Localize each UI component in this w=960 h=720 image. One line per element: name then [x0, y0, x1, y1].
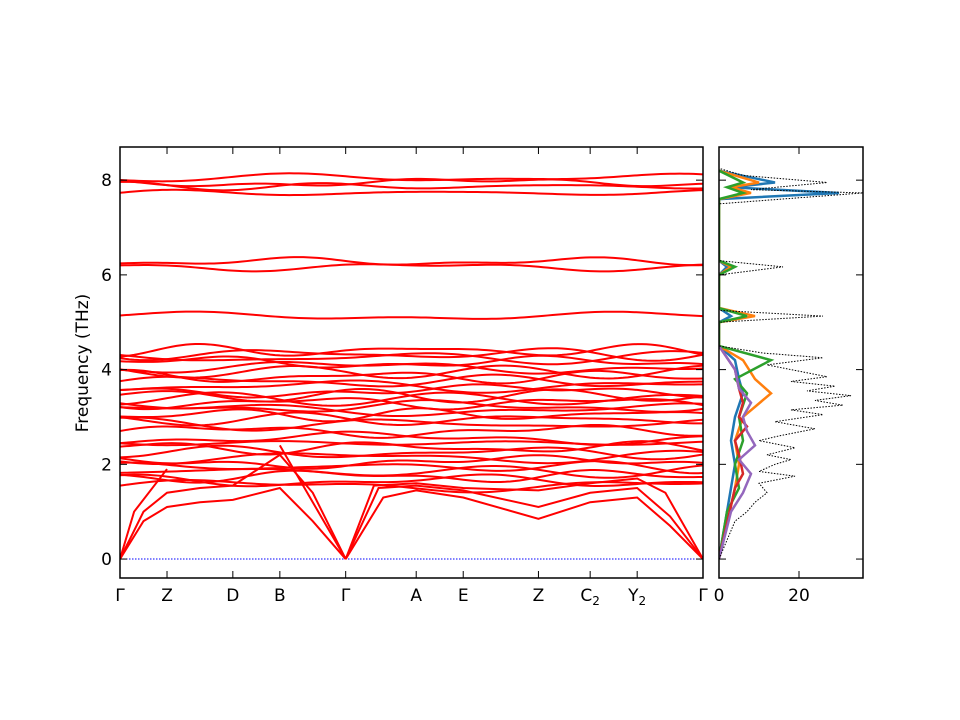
optical-branch: [120, 388, 703, 404]
optical-branch: [120, 172, 703, 183]
optical-branch: [120, 430, 703, 447]
acoustic-branch: [120, 468, 168, 560]
y-tick-label: 0: [101, 550, 112, 570]
optical-branch: [120, 383, 703, 399]
dos-axes-frame: [718, 146, 864, 579]
x-tick-label: Γ: [341, 586, 351, 606]
acoustic-branch: [120, 453, 347, 560]
y-tick-label: 8: [101, 171, 112, 191]
total-dos-curve: [719, 167, 863, 560]
acoustic-branch: [344, 484, 703, 560]
band-axes-frame: [119, 146, 704, 579]
x-tick-label: Y2: [627, 586, 646, 608]
band-structure-panel: 0 2 4 6 8 Γ Z D B Γ A E Z C2 Y2 Γ: [101, 146, 708, 608]
y-tick-label: 6: [101, 266, 112, 286]
optical-branch: [120, 444, 703, 461]
optical-branch: [120, 354, 703, 369]
projected-dos-curve: [719, 169, 840, 560]
optical-branch: [120, 180, 703, 192]
acoustic-branch: [344, 489, 703, 560]
optical-branch: [120, 188, 703, 197]
projected-dos-curve: [719, 345, 757, 560]
optical-branch: [120, 256, 703, 267]
dos-x-tick-label: 20: [788, 586, 810, 606]
optical-branch: [120, 399, 703, 413]
dos-curves: [719, 167, 863, 560]
optical-branch: [120, 469, 703, 484]
optical-branch: [120, 449, 703, 466]
optical-branch: [120, 373, 703, 388]
x-tick-label: Γ: [698, 586, 708, 606]
x-tick-label: Z: [161, 586, 173, 606]
acoustic-branch: [278, 444, 347, 560]
optical-branch: [120, 460, 703, 475]
x-tick-label: Γ: [115, 586, 125, 606]
band-lines: [120, 172, 703, 560]
x-tick-label: C2: [580, 586, 600, 608]
y-axis-title: Frequency (THz): [73, 294, 93, 433]
optical-branch: [120, 177, 703, 188]
optical-branch: [120, 464, 703, 479]
optical-branch: [120, 454, 703, 470]
y-tick-label: 4: [101, 361, 112, 381]
optical-branch: [120, 473, 703, 488]
optical-branch: [120, 350, 703, 366]
x-tick-label: A: [410, 586, 422, 606]
acoustic-branch: [344, 477, 703, 560]
optical-branch: [120, 263, 703, 273]
optical-branch: [120, 364, 703, 380]
acoustic-branch: [120, 486, 347, 560]
optical-branch: [120, 407, 703, 423]
optical-branch: [120, 310, 703, 320]
optical-branch: [120, 411, 703, 427]
x-tick-label: E: [458, 586, 469, 606]
projected-dos-curve: [719, 169, 775, 560]
optical-branch: [120, 423, 703, 439]
optical-branch: [120, 368, 703, 385]
x-tick-label: D: [226, 586, 239, 606]
x-tick-label: Z: [533, 586, 545, 606]
dos-x-tick-label: 0: [714, 586, 725, 606]
optical-branch: [120, 343, 703, 358]
x-tick-label: B: [274, 586, 286, 606]
dos-panel: 0 20: [714, 146, 864, 606]
y-tick-label: 2: [101, 455, 112, 475]
optical-branch: [120, 416, 703, 432]
optical-branch: [120, 347, 703, 362]
